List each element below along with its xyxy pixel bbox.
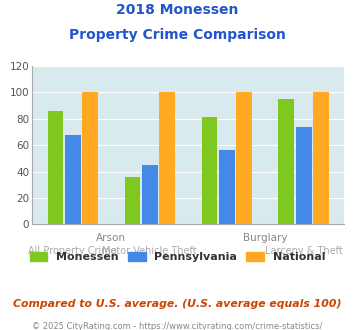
Bar (296, 127, 312, 224)
Text: Larceny & Theft: Larceny & Theft (265, 246, 343, 256)
Text: © 2025 CityRating.com - https://www.cityrating.com/crime-statistics/: © 2025 CityRating.com - https://www.city… (32, 322, 323, 330)
Bar (278, 99, 294, 224)
Text: Compared to U.S. average. (U.S. average equals 100): Compared to U.S. average. (U.S. average … (13, 299, 342, 309)
Bar (236, 92, 252, 224)
Text: Property Crime Comparison: Property Crime Comparison (69, 28, 286, 42)
Bar (65, 135, 81, 224)
Bar (313, 92, 329, 224)
Text: 2018 Monessen: 2018 Monessen (116, 3, 239, 17)
Legend: Monessen, Pennsylvania, National: Monessen, Pennsylvania, National (25, 248, 330, 267)
Text: Arson: Arson (96, 233, 126, 243)
Bar (142, 165, 158, 224)
Bar (48, 111, 64, 224)
Text: All Property Crime: All Property Crime (28, 246, 117, 256)
Text: Burglary: Burglary (243, 233, 287, 243)
Bar (202, 117, 217, 224)
Bar (159, 92, 175, 224)
Bar (219, 150, 235, 224)
Bar (82, 92, 98, 224)
Bar (125, 177, 140, 224)
Text: Motor Vehicle Theft: Motor Vehicle Theft (102, 246, 197, 256)
